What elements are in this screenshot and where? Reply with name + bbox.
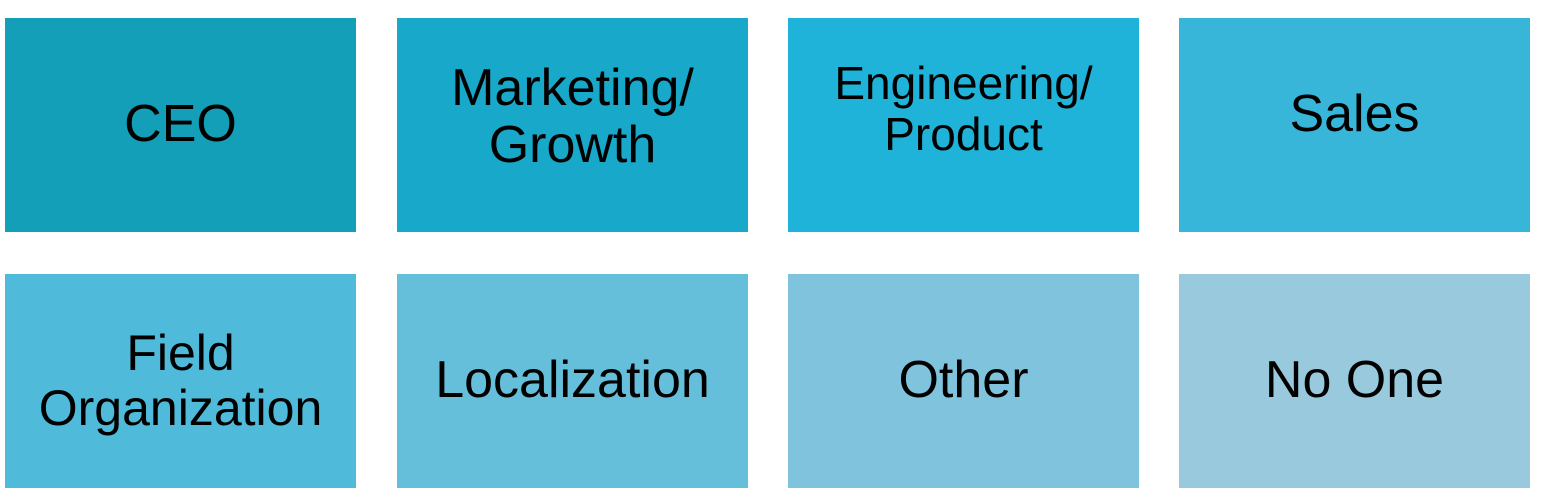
- tile-label: Localization: [435, 351, 710, 410]
- tile-field-organization: Field Organization: [5, 274, 356, 488]
- tile-localization: Localization: [397, 274, 748, 488]
- tile-other: Other: [788, 274, 1139, 488]
- tile-label: Engineering/ Product: [834, 57, 1093, 160]
- tile-label: Other: [898, 351, 1029, 410]
- tile-label: Marketing/ Growth: [451, 58, 694, 174]
- tile-sales: Sales: [1179, 18, 1530, 232]
- tile-label: CEO: [124, 95, 237, 154]
- tile-ceo: CEO: [5, 18, 356, 232]
- tile-engineering-product: Engineering/ Product: [788, 18, 1139, 232]
- tile-no-one: No One: [1179, 274, 1530, 488]
- tile-label: No One: [1264, 351, 1445, 410]
- tile-label: Field Organization: [38, 325, 323, 436]
- tile-marketing-growth: Marketing/ Growth: [397, 18, 748, 232]
- tile-label: Sales: [1289, 85, 1420, 144]
